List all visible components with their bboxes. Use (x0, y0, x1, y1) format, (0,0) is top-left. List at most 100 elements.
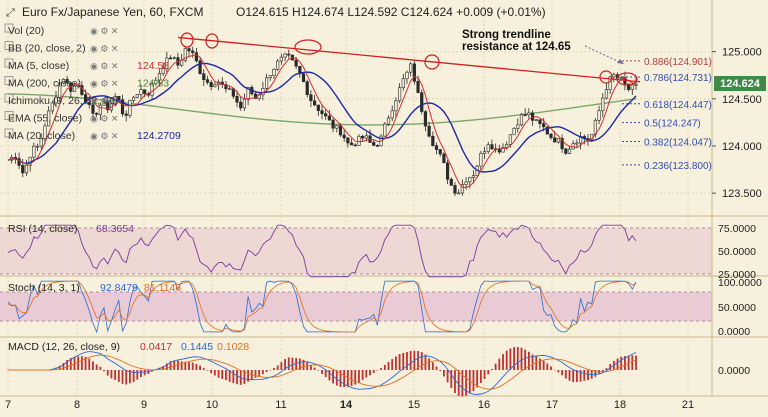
macd-histogram-bar (601, 370, 604, 372)
macd-histogram-bar (505, 350, 508, 370)
candle-body (390, 110, 394, 119)
x-tick-label: 14 (340, 399, 353, 411)
indicator-toggle-icon[interactable] (4, 111, 14, 120)
sub-axis-tick-label: 100.0000 (718, 277, 762, 289)
candle-body (575, 142, 579, 145)
macd-histogram-bar (587, 370, 589, 381)
candle-body (527, 112, 531, 115)
candle-body (416, 81, 420, 93)
indicator-toggle-icon[interactable] (4, 58, 14, 68)
fib-level-label: 0.236(123.800) (644, 161, 712, 172)
macd-histogram-bar (132, 370, 135, 382)
macd-histogram-bar (258, 370, 261, 377)
indicator-toggle-icon[interactable] (4, 128, 14, 138)
candle-body (486, 144, 490, 152)
candle-body (353, 144, 357, 147)
macd-histogram-bar (302, 359, 305, 370)
indicator-tools-icon[interactable]: ◉ ⚙ ✕ (90, 61, 118, 71)
indicator-tools-icon[interactable]: ◉ ⚙ ✕ (90, 96, 118, 106)
macd-histogram-bar (191, 362, 194, 370)
candle-body (505, 144, 509, 148)
candle-body (434, 145, 439, 150)
candle-body (383, 123, 387, 137)
candle-body (431, 135, 435, 146)
macd-histogram-bar (461, 370, 464, 397)
indicator-tools-icon[interactable]: ◉ ⚙ ✕ (90, 44, 118, 54)
macd-histogram-bar (55, 367, 57, 370)
macd-histogram-bar (476, 370, 479, 388)
macd-histogram-bar (509, 348, 512, 370)
indicator-tools-icon[interactable]: ◉ ⚙ ✕ (90, 26, 118, 36)
candle-body (194, 52, 199, 62)
candle-body (320, 110, 324, 115)
candle-body (168, 57, 173, 60)
macd-histogram-bar (143, 370, 146, 376)
candle-body (338, 125, 343, 136)
macd-histogram-bar (472, 370, 475, 392)
candle-body (58, 82, 62, 98)
indicator-toggle-icon[interactable] (4, 76, 14, 85)
candle-body (512, 128, 516, 136)
macd-histogram-bar (417, 350, 419, 370)
candle-body (438, 149, 442, 155)
indicator-value: 124.58 (137, 60, 169, 72)
stoch-label: Stoch (14, 3, 1) (8, 282, 80, 294)
rsi-line (7, 224, 637, 278)
candle-body (43, 125, 47, 139)
candle-body (276, 60, 280, 70)
indicator-toggle-icon[interactable] (4, 93, 14, 103)
candle-body (560, 138, 564, 150)
expand-arrows-icon[interactable]: ⤢ (6, 7, 15, 19)
macd-histogram-bar (391, 359, 394, 370)
macd-histogram-bar (487, 370, 490, 375)
candle-body (172, 57, 176, 59)
indicator-tools-icon[interactable]: ◉ ⚙ ✕ (90, 79, 118, 89)
indicator-label: BB (20, close, 2) (8, 43, 86, 55)
candle-body (346, 137, 350, 144)
candle-body (61, 78, 66, 84)
candle-body (608, 76, 612, 90)
macd-histogram-bar (350, 370, 353, 386)
macd-histogram-bar (527, 351, 530, 370)
macd-histogram-bar (173, 360, 176, 370)
candle-body (368, 135, 372, 143)
indicator-tools-icon[interactable]: ◉ ⚙ ✕ (90, 131, 118, 141)
candle-body (205, 79, 210, 83)
candle-body (564, 148, 568, 154)
indicator-toggle-icon[interactable] (4, 23, 14, 33)
macd-histogram-bar (110, 370, 113, 379)
macd-histogram-bar (202, 368, 205, 370)
touch-point-marker (180, 32, 194, 48)
candle-body (224, 84, 228, 90)
trendline[interactable] (177, 36, 641, 83)
macd-histogram-bar (531, 354, 534, 370)
price-tick-label: 123.500 (722, 188, 762, 200)
indicator-value: 124.2709 (137, 130, 181, 142)
candle-body (372, 142, 376, 146)
macd-histogram-bar (332, 370, 334, 384)
candle-body (95, 113, 99, 115)
annotation-arrow (584, 45, 625, 65)
candle-body (464, 181, 468, 185)
macd-histogram-bar (99, 366, 102, 370)
macd-histogram-bar (77, 356, 80, 370)
macd-histogram-bar (561, 370, 564, 376)
macd-histogram-bar (125, 370, 128, 385)
fib-level-label: 0.618(124.447) (644, 100, 712, 111)
macd-histogram-bar (195, 363, 198, 370)
indicator-tools-icon[interactable]: ◉ ⚙ ✕ (90, 114, 118, 124)
macd-histogram-bar (439, 370, 442, 372)
macd-histogram-bar (579, 370, 582, 382)
macd-histogram-bar (406, 351, 408, 370)
candle-body (239, 101, 243, 109)
candle-body (139, 89, 143, 95)
macd-histogram-bar (165, 363, 168, 370)
candle-body (124, 113, 128, 116)
candle-body (386, 117, 391, 125)
candle-body (556, 138, 561, 143)
macd-histogram-bar (103, 370, 105, 372)
sub-axis-tick-label: 50.0000 (718, 246, 756, 258)
fib-level-label: 0.5(124.247) (644, 119, 701, 130)
indicator-toggle-icon[interactable] (4, 41, 14, 50)
stoch-d-value: 81.1146 (144, 282, 181, 294)
